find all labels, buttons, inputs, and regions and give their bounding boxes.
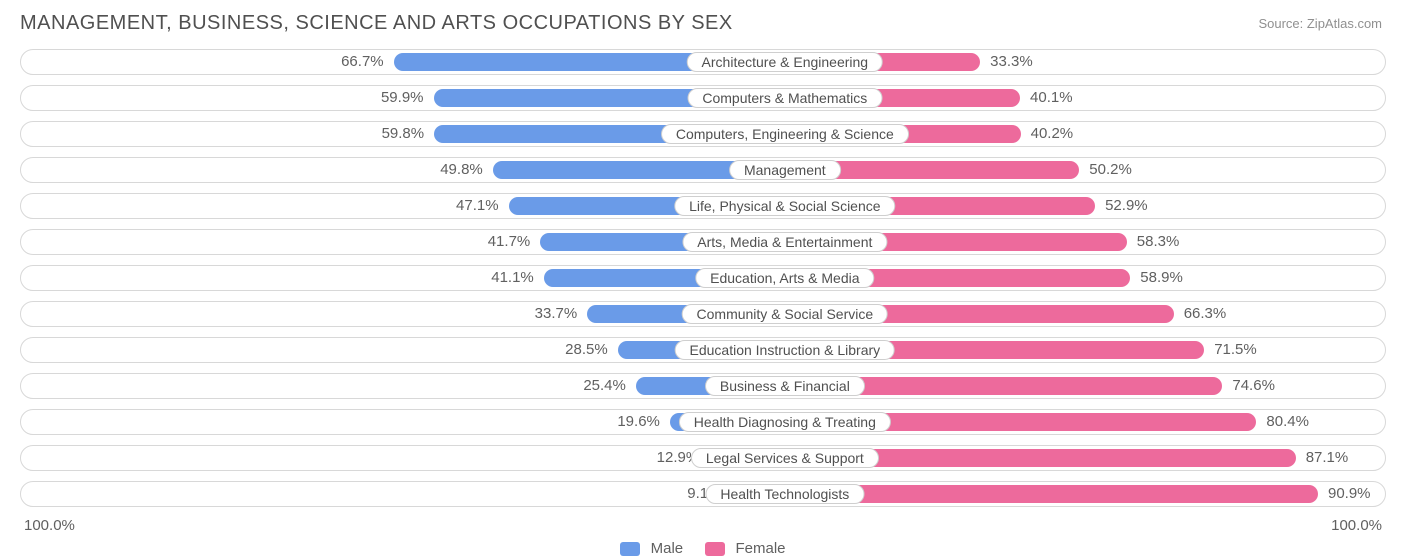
- female-pct-label: 90.9%: [1318, 482, 1388, 508]
- male-pct-label: 49.8%: [423, 158, 493, 184]
- legend: Male Female: [20, 540, 1386, 557]
- legend-male-label: Male: [651, 540, 684, 557]
- axis-right-label: 100.0%: [1331, 517, 1382, 534]
- category-label: Health Diagnosing & Treating: [679, 412, 891, 432]
- category-label: Architecture & Engineering: [687, 52, 884, 72]
- chart-row: 19.6% 80.4% Health Diagnosing & Treating: [20, 409, 1386, 435]
- chart-row: 59.8% 40.2% Computers, Engineering & Scien…: [20, 121, 1386, 147]
- chart-header: MANAGEMENT, BUSINESS, SCIENCE AND ARTS O…: [20, 12, 1386, 35]
- category-label: Health Technologists: [705, 484, 864, 504]
- category-label: Life, Physical & Social Science: [674, 196, 895, 216]
- female-pct-label: 40.2%: [1021, 122, 1091, 148]
- chart-row: 66.7% 33.3% Architecture & Engineering: [20, 49, 1386, 75]
- male-pct-label: 33.7%: [517, 302, 587, 328]
- category-label: Computers & Mathematics: [687, 88, 882, 108]
- category-label: Legal Services & Support: [691, 448, 879, 468]
- female-pct-label: 87.1%: [1296, 446, 1366, 472]
- legend-female-label: Female: [736, 540, 786, 557]
- female-swatch-icon: [705, 542, 725, 556]
- chart-title: MANAGEMENT, BUSINESS, SCIENCE AND ARTS O…: [20, 12, 733, 35]
- category-label: Education Instruction & Library: [675, 340, 896, 360]
- female-pct-label: 58.3%: [1127, 230, 1197, 256]
- female-pct-label: 40.1%: [1020, 86, 1090, 112]
- male-pct-label: 59.9%: [364, 86, 434, 112]
- x-axis: 100.0% 100.0%: [20, 517, 1386, 534]
- category-label: Management: [729, 160, 841, 180]
- male-pct-label: 25.4%: [566, 374, 636, 400]
- chart-row: 49.8% 50.2% Management: [20, 157, 1386, 183]
- occupations-chart: 66.7% 33.3% Architecture & Engineering 59.9…: [20, 49, 1386, 507]
- female-pct-label: 50.2%: [1079, 158, 1149, 184]
- chart-row: 25.4% 74.6% Business & Financial: [20, 373, 1386, 399]
- male-pct-label: 66.7%: [324, 50, 394, 76]
- male-pct-label: 28.5%: [548, 338, 618, 364]
- female-pct-label: 58.9%: [1130, 266, 1200, 292]
- category-label: Business & Financial: [705, 376, 865, 396]
- category-label: Computers, Engineering & Science: [661, 124, 909, 144]
- male-swatch-icon: [620, 542, 640, 556]
- female-pct-label: 71.5%: [1204, 338, 1274, 364]
- chart-source: Source: ZipAtlas.com: [1258, 12, 1386, 31]
- chart-row: 47.1% 52.9% Life, Physical & Social Scienc…: [20, 193, 1386, 219]
- chart-row: 9.1%90.9%Health Technologists: [20, 481, 1386, 507]
- chart-row: 28.5% 71.5% Education Instruction & Librar…: [20, 337, 1386, 363]
- category-label: Arts, Media & Entertainment: [682, 232, 887, 252]
- chart-row: 41.1% 58.9% Education, Arts & Media: [20, 265, 1386, 291]
- chart-row: 59.9% 40.1% Computers & Mathematics: [20, 85, 1386, 111]
- category-label: Education, Arts & Media: [695, 268, 874, 288]
- female-pct-label: 52.9%: [1095, 194, 1165, 220]
- male-pct-label: 41.1%: [474, 266, 544, 292]
- female-bar: [785, 485, 1318, 503]
- female-pct-label: 80.4%: [1256, 410, 1326, 436]
- male-pct-label: 59.8%: [364, 122, 434, 148]
- chart-row: 12.9%87.1%Legal Services & Support: [20, 445, 1386, 471]
- male-pct-label: 47.1%: [439, 194, 509, 220]
- axis-left-label: 100.0%: [24, 517, 75, 534]
- female-pct-label: 66.3%: [1174, 302, 1244, 328]
- chart-row: 33.7% 66.3% Community & Social Service: [20, 301, 1386, 327]
- category-label: Community & Social Service: [682, 304, 889, 324]
- male-pct-label: 19.6%: [600, 410, 670, 436]
- male-pct-label: 41.7%: [470, 230, 540, 256]
- female-pct-label: 33.3%: [980, 50, 1050, 76]
- chart-row: 41.7% 58.3% Arts, Media & Entertainment: [20, 229, 1386, 255]
- female-pct-label: 74.6%: [1222, 374, 1292, 400]
